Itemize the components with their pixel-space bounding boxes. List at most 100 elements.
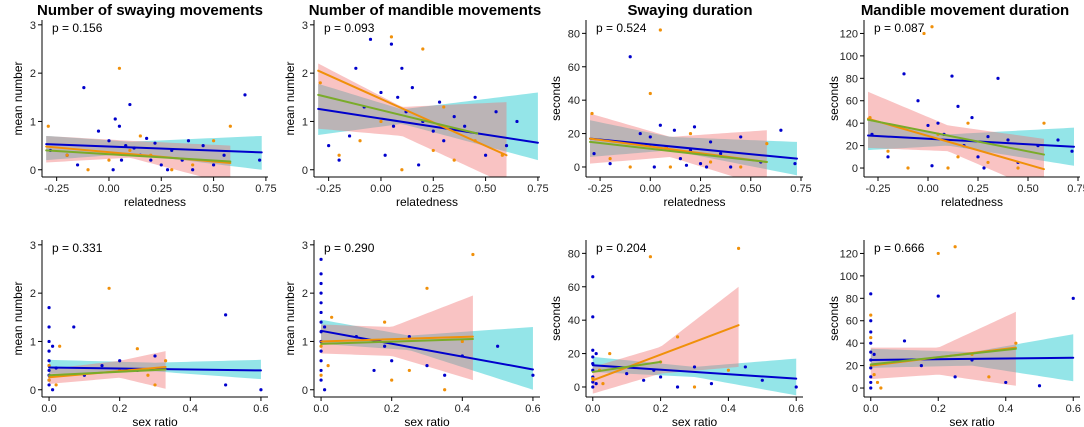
data-point-blue: [976, 155, 980, 159]
data-point-orange: [442, 105, 446, 109]
data-point-blue: [327, 144, 331, 148]
y-tick-label: 20: [568, 349, 580, 361]
data-point-blue: [165, 168, 170, 172]
data-point-blue: [113, 117, 117, 121]
data-point-blue: [463, 124, 467, 128]
data-point-blue: [410, 86, 414, 90]
data-point-blue: [442, 139, 446, 143]
data-point-orange: [421, 47, 425, 51]
y-tick-label: 60: [568, 282, 580, 294]
data-point-blue: [739, 135, 743, 139]
y-tick-label: 20: [846, 141, 858, 153]
x-tick-label: 0.4: [998, 403, 1013, 415]
data-point-orange: [658, 28, 662, 32]
data-point-orange: [54, 383, 58, 387]
p-value-label: p = 0.204: [596, 241, 647, 255]
x-axis-label: sex ratio: [672, 415, 718, 427]
y-axis-label: mean number: [283, 61, 297, 135]
x-tick-label: -0.25: [44, 183, 69, 195]
x-tick-label: -0.25: [865, 183, 890, 195]
data-point-blue: [319, 291, 323, 295]
x-tick-label: 0.6: [789, 403, 804, 415]
data-point-orange: [966, 121, 970, 125]
data-point-orange: [107, 286, 111, 290]
data-point-blue: [259, 388, 263, 392]
regression-line-blue: [45, 143, 263, 154]
data-point-blue: [222, 153, 226, 157]
y-tick-label: 120: [840, 248, 858, 260]
data-point-blue: [473, 95, 477, 99]
data-point-blue: [956, 104, 960, 108]
data-point-blue: [117, 124, 122, 128]
data-point-orange: [765, 141, 769, 146]
data-point-blue: [337, 158, 341, 162]
y-tick-label: 20: [568, 129, 580, 141]
data-point-blue: [608, 162, 612, 166]
data-point-blue: [153, 141, 157, 145]
y-tick-label: 2: [30, 288, 36, 300]
p-value-label: p = 0.087: [874, 21, 925, 35]
data-point-orange: [326, 364, 330, 368]
data-point-orange: [318, 81, 322, 85]
y-tick-label: 0: [302, 385, 308, 397]
regression-line-green: [45, 149, 232, 163]
data-point-blue: [437, 100, 442, 104]
data-point-orange: [400, 168, 404, 172]
data-point-blue: [47, 325, 51, 329]
data-point-orange: [872, 372, 876, 377]
data-point-blue: [719, 152, 723, 156]
confidence-band-1: [870, 334, 1074, 382]
chart-panel-3: -0.25 0.00 0.25 0.50 0.75 0 20 40 60 80 relatednes…: [549, 2, 812, 209]
plot-area: [45, 66, 263, 177]
data-point-orange: [86, 168, 90, 172]
data-point-orange: [668, 165, 672, 169]
y-tick-label: 120: [840, 28, 858, 40]
data-point-blue: [1004, 380, 1008, 385]
data-point-blue: [319, 320, 323, 324]
data-point-blue: [869, 330, 873, 334]
data-point-blue: [886, 155, 890, 159]
x-axis-label: relatedness: [663, 195, 725, 209]
y-axis-label: mean number: [11, 281, 25, 355]
regression-line-green: [867, 118, 1045, 156]
data-point-blue: [678, 157, 683, 161]
y-tick-label: 3: [30, 20, 36, 32]
y-axis-label: seconds: [827, 76, 841, 121]
data-point-orange: [337, 153, 341, 157]
data-point-blue: [107, 139, 111, 143]
data-point-blue: [425, 364, 429, 368]
data-point-blue: [128, 102, 132, 107]
x-tick-label: 0.75: [1067, 183, 1084, 195]
data-point-blue: [372, 368, 376, 373]
data-point-blue: [47, 359, 51, 363]
data-point-blue: [496, 344, 500, 348]
x-tick-label: 0.25: [690, 183, 711, 195]
chart-panel-1: -0.25 0.00 0.25 0.50 0.75 0 1 2 3 relatedness mean…: [11, 2, 277, 209]
chart-title: Number of mandible movements: [309, 2, 542, 19]
data-point-orange: [390, 378, 394, 382]
data-point-blue: [628, 55, 632, 59]
data-point-orange: [590, 111, 594, 116]
y-tick-label: 80: [846, 293, 858, 305]
data-point-orange: [675, 335, 680, 339]
data-point-blue: [452, 115, 456, 119]
y-tick-label: 0: [302, 165, 308, 177]
data-point-orange: [471, 252, 475, 257]
y-axis-label: mean number: [283, 281, 297, 355]
chart-panel-8: 0.0 0.2 0.4 0.6 0 20 40 60 80 100 120 sex ratio seco…: [827, 240, 1081, 427]
data-point-orange: [1016, 166, 1020, 170]
y-tick-label: 40: [568, 95, 580, 107]
data-point-blue: [153, 354, 157, 358]
regression-line-orange: [867, 117, 1045, 171]
data-point-blue: [672, 128, 677, 132]
x-tick-label: 0.00: [640, 183, 661, 195]
data-point-orange: [708, 160, 713, 164]
data-point-orange: [135, 347, 139, 351]
data-point-blue: [869, 292, 873, 296]
plot-area: [317, 35, 539, 177]
x-tick-label: 0.25: [967, 183, 988, 195]
data-point-orange: [228, 124, 232, 128]
confidence-band-2: [868, 91, 1044, 177]
data-point-blue: [368, 37, 373, 41]
data-point-blue: [708, 140, 713, 144]
